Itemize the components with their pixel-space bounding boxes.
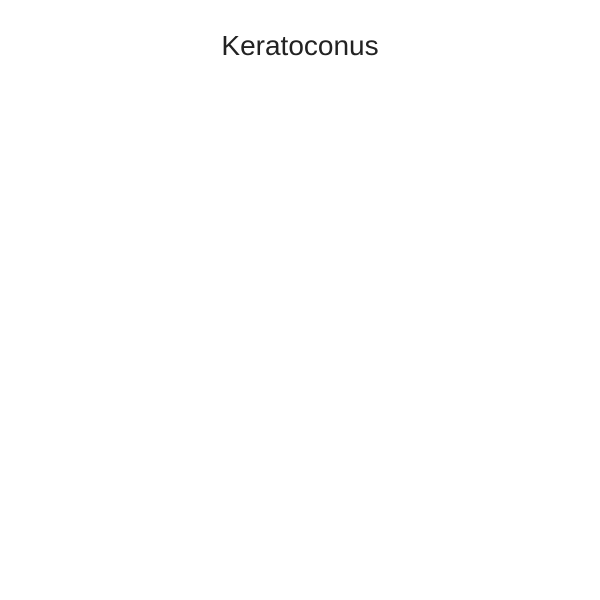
diagram-canvas: Keratoconus <box>0 0 600 600</box>
page-title: Keratoconus <box>0 30 600 62</box>
